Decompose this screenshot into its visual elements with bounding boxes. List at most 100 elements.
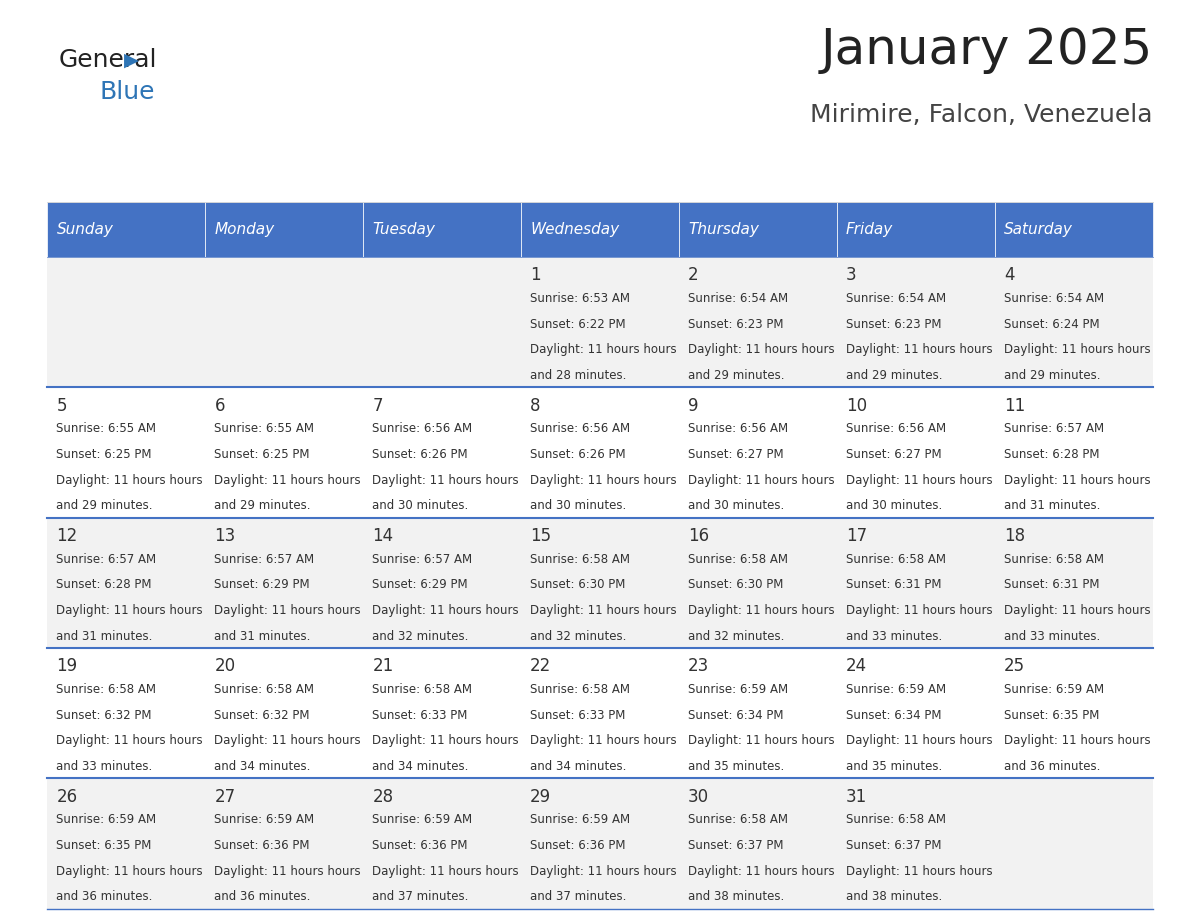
Text: and 29 minutes.: and 29 minutes. [57, 499, 153, 512]
Text: Sunrise: 6:59 AM: Sunrise: 6:59 AM [57, 813, 157, 826]
Text: 28: 28 [372, 788, 393, 806]
Text: Sunset: 6:35 PM: Sunset: 6:35 PM [57, 839, 152, 852]
Text: Thursday: Thursday [688, 222, 759, 237]
Text: Sunrise: 6:59 AM: Sunrise: 6:59 AM [530, 813, 631, 826]
Text: and 33 minutes.: and 33 minutes. [1004, 630, 1100, 643]
Text: Sunrise: 6:58 AM: Sunrise: 6:58 AM [530, 683, 631, 696]
Bar [362, 778, 520, 909]
Text: and 33 minutes.: and 33 minutes. [846, 630, 942, 643]
Bar [994, 257, 1152, 387]
Bar [836, 518, 994, 648]
Text: Sunrise: 6:55 AM: Sunrise: 6:55 AM [214, 422, 315, 435]
Text: Sunset: 6:33 PM: Sunset: 6:33 PM [372, 709, 468, 722]
Text: Sunset: 6:32 PM: Sunset: 6:32 PM [57, 709, 152, 722]
Text: and 33 minutes.: and 33 minutes. [57, 760, 153, 773]
Text: 19: 19 [57, 657, 77, 676]
Bar [48, 202, 206, 257]
Bar [520, 648, 678, 778]
Bar [48, 518, 206, 648]
Bar [48, 387, 206, 518]
Text: and 37 minutes.: and 37 minutes. [530, 890, 626, 903]
Text: Sunset: 6:29 PM: Sunset: 6:29 PM [214, 578, 310, 591]
Text: Sunset: 6:26 PM: Sunset: 6:26 PM [530, 448, 626, 461]
Text: 31: 31 [846, 788, 867, 806]
Text: Sunrise: 6:58 AM: Sunrise: 6:58 AM [688, 553, 788, 565]
Text: Sunset: 6:25 PM: Sunset: 6:25 PM [214, 448, 310, 461]
Text: Sunset: 6:36 PM: Sunset: 6:36 PM [214, 839, 310, 852]
Bar [678, 778, 836, 909]
Text: Daylight: 11 hours hours: Daylight: 11 hours hours [530, 734, 677, 747]
Text: Sunset: 6:30 PM: Sunset: 6:30 PM [688, 578, 784, 591]
Bar [678, 648, 836, 778]
Bar [206, 202, 362, 257]
Text: Mirimire, Falcon, Venezuela: Mirimire, Falcon, Venezuela [810, 103, 1152, 127]
Text: Daylight: 11 hours hours: Daylight: 11 hours hours [846, 343, 993, 356]
Text: Daylight: 11 hours hours: Daylight: 11 hours hours [57, 865, 203, 878]
Text: Sunset: 6:28 PM: Sunset: 6:28 PM [1004, 448, 1100, 461]
Text: and 30 minutes.: and 30 minutes. [846, 499, 942, 512]
Text: Daylight: 11 hours hours: Daylight: 11 hours hours [688, 474, 835, 487]
Text: Daylight: 11 hours hours: Daylight: 11 hours hours [846, 734, 993, 747]
Text: Daylight: 11 hours hours: Daylight: 11 hours hours [57, 604, 203, 617]
Text: and 30 minutes.: and 30 minutes. [688, 499, 784, 512]
Text: and 30 minutes.: and 30 minutes. [372, 499, 468, 512]
Text: and 36 minutes.: and 36 minutes. [1004, 760, 1100, 773]
Text: 24: 24 [846, 657, 867, 676]
Text: Monday: Monday [214, 222, 274, 237]
Text: Sunrise: 6:59 AM: Sunrise: 6:59 AM [846, 683, 946, 696]
Text: Sunrise: 6:53 AM: Sunrise: 6:53 AM [530, 292, 631, 305]
Text: Sunrise: 6:57 AM: Sunrise: 6:57 AM [214, 553, 315, 565]
Text: Saturday: Saturday [1004, 222, 1073, 237]
Bar [994, 778, 1152, 909]
Text: 27: 27 [214, 788, 235, 806]
Bar [48, 257, 206, 387]
Bar [994, 387, 1152, 518]
Bar [520, 202, 678, 257]
Text: and 35 minutes.: and 35 minutes. [688, 760, 784, 773]
Text: Sunset: 6:33 PM: Sunset: 6:33 PM [530, 709, 626, 722]
Text: 20: 20 [214, 657, 235, 676]
Text: Sunrise: 6:56 AM: Sunrise: 6:56 AM [846, 422, 946, 435]
Bar [362, 648, 520, 778]
Bar [678, 202, 836, 257]
Text: Sunset: 6:34 PM: Sunset: 6:34 PM [846, 709, 942, 722]
Text: Daylight: 11 hours hours: Daylight: 11 hours hours [688, 604, 835, 617]
Text: Daylight: 11 hours hours: Daylight: 11 hours hours [214, 734, 361, 747]
Text: Daylight: 11 hours hours: Daylight: 11 hours hours [57, 734, 203, 747]
Text: 15: 15 [530, 527, 551, 545]
Text: Sunset: 6:29 PM: Sunset: 6:29 PM [372, 578, 468, 591]
Bar [206, 387, 362, 518]
Bar [206, 518, 362, 648]
Bar [836, 648, 994, 778]
Text: 17: 17 [846, 527, 867, 545]
Text: and 35 minutes.: and 35 minutes. [846, 760, 942, 773]
Text: Sunrise: 6:58 AM: Sunrise: 6:58 AM [372, 683, 473, 696]
Text: Sunrise: 6:58 AM: Sunrise: 6:58 AM [57, 683, 157, 696]
Bar [520, 387, 678, 518]
Text: Sunrise: 6:56 AM: Sunrise: 6:56 AM [372, 422, 473, 435]
Text: and 32 minutes.: and 32 minutes. [688, 630, 784, 643]
Text: Sunset: 6:37 PM: Sunset: 6:37 PM [688, 839, 784, 852]
Text: Sunset: 6:26 PM: Sunset: 6:26 PM [372, 448, 468, 461]
Text: Sunrise: 6:54 AM: Sunrise: 6:54 AM [688, 292, 789, 305]
Text: Sunset: 6:36 PM: Sunset: 6:36 PM [530, 839, 626, 852]
Text: Sunset: 6:23 PM: Sunset: 6:23 PM [846, 318, 942, 330]
Text: Daylight: 11 hours hours: Daylight: 11 hours hours [846, 604, 993, 617]
Text: January 2025: January 2025 [820, 27, 1152, 74]
Text: and 31 minutes.: and 31 minutes. [57, 630, 153, 643]
Text: Daylight: 11 hours hours: Daylight: 11 hours hours [1004, 474, 1151, 487]
Bar [678, 257, 836, 387]
Bar [520, 518, 678, 648]
Text: Sunset: 6:24 PM: Sunset: 6:24 PM [1004, 318, 1100, 330]
Text: 18: 18 [1004, 527, 1025, 545]
Text: 5: 5 [57, 397, 67, 415]
Text: ▶: ▶ [124, 50, 139, 69]
Text: Sunset: 6:27 PM: Sunset: 6:27 PM [846, 448, 942, 461]
Bar [48, 778, 206, 909]
Text: and 29 minutes.: and 29 minutes. [688, 369, 784, 382]
Text: Daylight: 11 hours hours: Daylight: 11 hours hours [1004, 734, 1151, 747]
Bar [362, 518, 520, 648]
Bar [678, 518, 836, 648]
Text: Daylight: 11 hours hours: Daylight: 11 hours hours [214, 604, 361, 617]
Bar [206, 648, 362, 778]
